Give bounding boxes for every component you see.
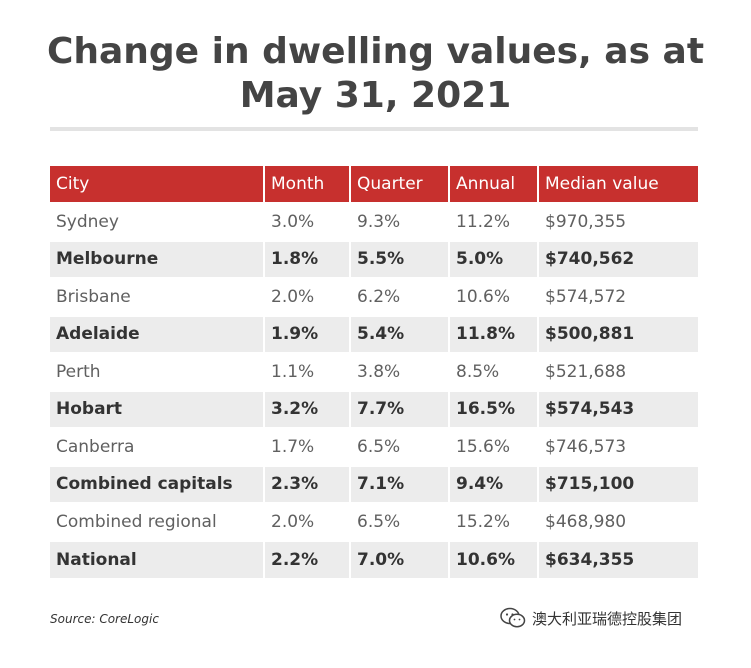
table-cell-quarter: 5.4%	[349, 314, 449, 353]
table-cell-city: Adelaide	[50, 314, 264, 353]
table-row: National 2.2% 7.0% 10.6% $634,355	[50, 539, 698, 578]
watermark: 澳大利亚瑞德控股集团	[500, 604, 682, 632]
table-cell-city: Brisbane	[50, 277, 264, 316]
table-cell-city: Combined regional	[50, 502, 264, 541]
table-cell-month: 3.0%	[263, 202, 350, 241]
table-cell-median-value: $500,881	[537, 314, 698, 353]
table-cell-quarter: 6.5%	[349, 502, 449, 541]
table-row: Combined capitals 2.3% 7.1% 9.4% $715,100	[50, 464, 698, 503]
table-header-row: City Month Quarter Annual Median value	[50, 166, 698, 203]
table-cell-month: 3.2%	[263, 389, 350, 428]
table-cell-median-value: $468,980	[537, 502, 698, 541]
table-cell-median-value: $715,100	[537, 464, 698, 503]
watermark-text: 澳大利亚瑞德控股集团	[532, 609, 683, 628]
table-cell-annual: 16.5%	[448, 389, 538, 428]
table-cell-month: 2.3%	[263, 464, 350, 503]
table-cell-quarter: 7.0%	[349, 539, 449, 578]
table-row: Brisbane 2.0% 6.2% 10.6% $574,572	[50, 277, 698, 316]
table-cell-annual: 15.6%	[448, 427, 538, 466]
table-cell-annual: 11.8%	[448, 314, 538, 353]
column-header-quarter: Quarter	[349, 166, 449, 203]
dwelling-values-table: City Month Quarter Annual Median value Sydne…	[50, 166, 698, 578]
table-cell-month: 2.2%	[263, 539, 350, 578]
wechat-icon	[500, 607, 526, 628]
table-cell-quarter: 6.2%	[349, 277, 449, 316]
column-header-month: Month	[263, 166, 350, 203]
table-cell-city: Hobart	[50, 389, 264, 428]
table-cell-city: Combined capitals	[50, 464, 264, 503]
table-cell-month: 2.0%	[263, 502, 350, 541]
table-cell-annual: 11.2%	[448, 202, 538, 241]
table-row: Adelaide 1.9% 5.4% 11.8% $500,881	[50, 314, 698, 353]
table-row: Melbourne 1.8% 5.5% 5.0% $740,562	[50, 239, 698, 278]
table-cell-month: 1.8%	[263, 239, 350, 278]
table-row: Canberra 1.7% 6.5% 15.6% $746,573	[50, 427, 698, 466]
chart-title-line-1: Change in dwelling values, as at	[46, 31, 705, 72]
table-cell-month: 1.7%	[263, 427, 350, 466]
table-cell-median-value: $574,572	[537, 277, 698, 316]
chart-title-line-2: May 31, 2021	[239, 75, 512, 116]
table-cell-city: Sydney	[50, 202, 264, 241]
table-cell-quarter: 7.7%	[349, 389, 449, 428]
table-cell-annual: 10.6%	[448, 539, 538, 578]
table-cell-quarter: 3.8%	[349, 352, 449, 391]
table-cell-month: 2.0%	[263, 277, 350, 316]
table-row: Hobart 3.2% 7.7% 16.5% $574,543	[50, 389, 698, 428]
table-cell-city: National	[50, 539, 264, 578]
table-cell-quarter: 6.5%	[349, 427, 449, 466]
table-cell-median-value: $574,543	[537, 389, 698, 428]
table-cell-median-value: $521,688	[537, 352, 698, 391]
title-divider	[50, 127, 698, 131]
column-header-median-value: Median value	[537, 166, 698, 203]
source-note: Source: CoreLogic	[50, 612, 159, 626]
table-cell-median-value: $740,562	[537, 239, 698, 278]
table-body: Sydney 3.0% 9.3% 11.2% $970,355 Melbourne 1.8%…	[50, 202, 698, 578]
table-cell-city: Perth	[50, 352, 264, 391]
table-cell-median-value: $634,355	[537, 539, 698, 578]
table-cell-median-value: $970,355	[537, 202, 698, 241]
table-cell-quarter: 7.1%	[349, 464, 449, 503]
table-cell-annual: 15.2%	[448, 502, 538, 541]
table-cell-month: 1.1%	[263, 352, 350, 391]
table-cell-annual: 5.0%	[448, 239, 538, 278]
table-cell-annual: 10.6%	[448, 277, 538, 316]
table-cell-annual: 9.4%	[448, 464, 538, 503]
table-cell-quarter: 9.3%	[349, 202, 449, 241]
table-row: Sydney 3.0% 9.3% 11.2% $970,355	[50, 202, 698, 241]
table-row: Perth 1.1% 3.8% 8.5% $521,688	[50, 352, 698, 391]
table-cell-quarter: 5.5%	[349, 239, 449, 278]
column-header-city: City	[50, 166, 264, 203]
table-cell-city: Melbourne	[50, 239, 264, 278]
table-cell-median-value: $746,573	[537, 427, 698, 466]
table-cell-city: Canberra	[50, 427, 264, 466]
column-header-annual: Annual	[448, 166, 538, 203]
table-cell-month: 1.9%	[263, 314, 350, 353]
table-row: Combined regional 2.0% 6.5% 15.2% $468,980	[50, 502, 698, 541]
table-cell-annual: 8.5%	[448, 352, 538, 391]
chart-title: Change in dwelling values, as at May 31,…	[0, 30, 751, 118]
